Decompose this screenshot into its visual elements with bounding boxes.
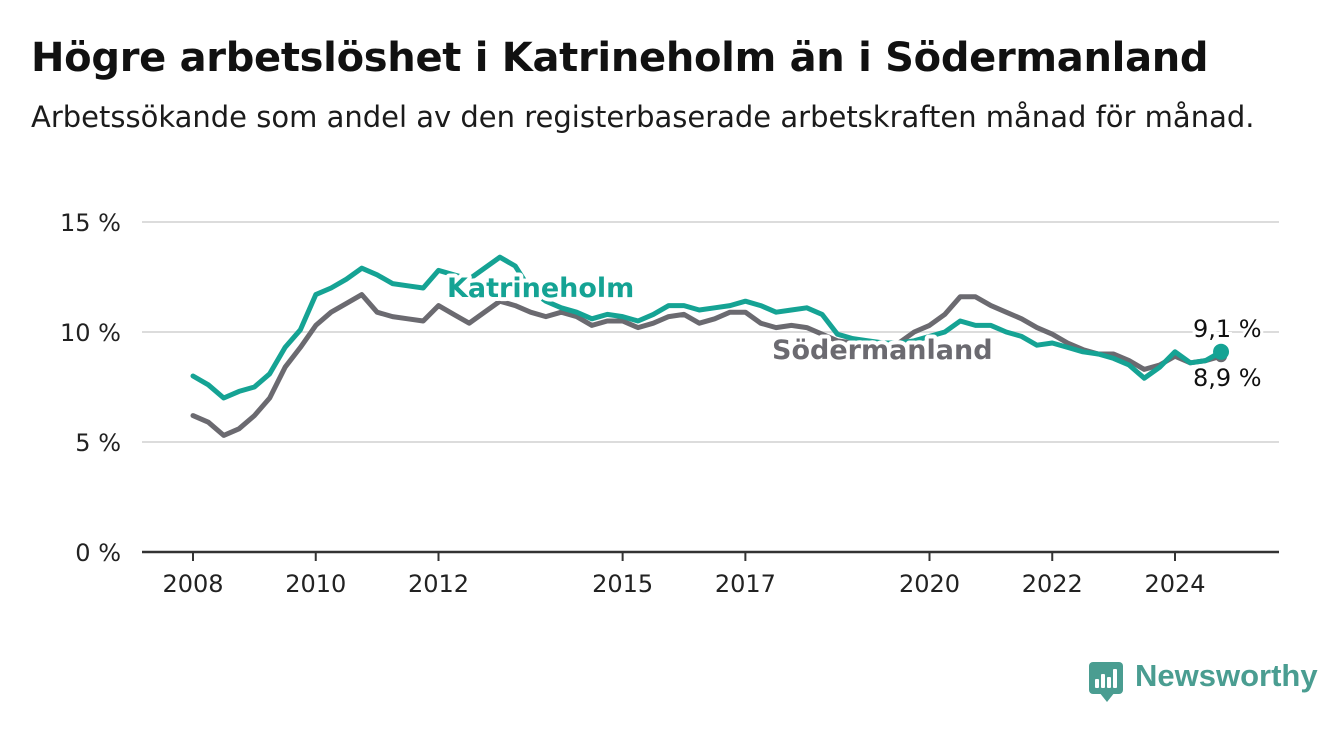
- x-tick-label: 2008: [162, 570, 223, 598]
- y-tick-label: 10 %: [60, 319, 121, 347]
- x-tick-label: 2012: [408, 570, 469, 598]
- y-axis-ticks: 0 % 5 % 10 % 15 %: [60, 209, 121, 567]
- end-value-sodermanland: 8,9 %: [1193, 364, 1262, 392]
- series-line-katrineholm: [190, 254, 1224, 401]
- gridlines: [142, 221, 1279, 443]
- end-value-katrineholm: 9,1 %: [1193, 315, 1262, 343]
- line-chart: 0 %5 %10 %15 % 2008 2010 2012 2015 2017 2020 2…: [60, 209, 1279, 598]
- series-labels: Katrineholm Södermanland 9,1 % 8,9 %: [443, 269, 1265, 395]
- chart-title: Högre arbetslöshet i Katrineholm än i Sö…: [31, 35, 1209, 81]
- x-tick-label: 2022: [1022, 570, 1083, 598]
- series-lines: [190, 254, 1230, 438]
- y-tick-label: 15 %: [60, 209, 121, 237]
- series-label-sodermanland: Södermanland: [772, 335, 993, 366]
- series-line-sodermanland: [190, 292, 1224, 438]
- chart-subtitle: Arbetssökande som andel av den registerb…: [31, 100, 1255, 134]
- end-point-katrineholm: [1213, 343, 1230, 360]
- newsworthy-logo: Newsworthy: [1088, 658, 1318, 710]
- x-tick-label: 2017: [715, 570, 776, 598]
- x-tick-label: 2020: [899, 570, 960, 598]
- bar-chart-speech-bubble-icon: [1089, 662, 1123, 702]
- y-tick-label: 5 %: [75, 429, 121, 457]
- x-tick-label: 2024: [1144, 570, 1205, 598]
- x-axis-ticks: 2008 2010 2012 2015 2017 2020 2022 2024: [162, 552, 1206, 598]
- y-tick-label: 0 %: [75, 539, 121, 567]
- x-tick-label: 2010: [285, 570, 346, 598]
- series-label-katrineholm: Katrineholm: [447, 273, 634, 304]
- brand-name: Newsworthy: [1135, 658, 1318, 693]
- x-tick-label: 2015: [592, 570, 653, 598]
